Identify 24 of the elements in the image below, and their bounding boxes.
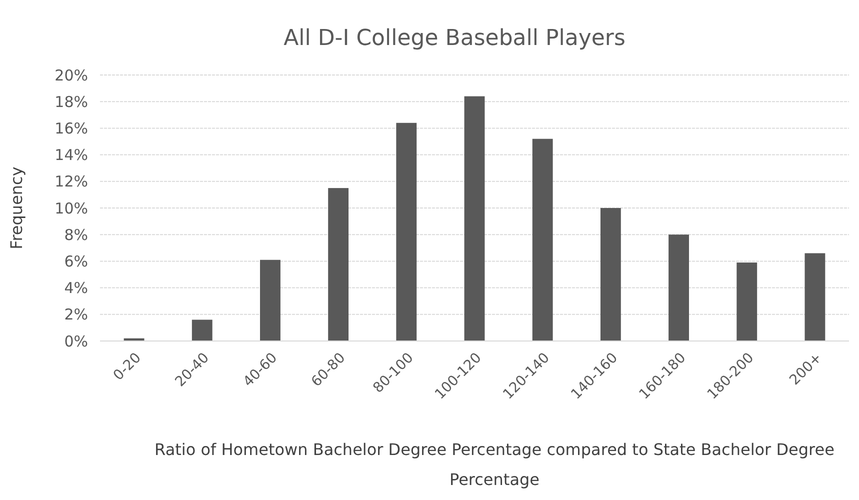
y-tick-label: 16%: [54, 119, 88, 138]
y-tick-label: 20%: [54, 66, 88, 84]
bar: [668, 234, 689, 341]
bar: [464, 96, 485, 341]
bar: [600, 208, 621, 341]
y-tick-label: 2%: [64, 306, 88, 324]
y-tick-label: 8%: [64, 226, 88, 244]
y-tick-label: 12%: [54, 172, 88, 191]
y-tick-label: 18%: [54, 92, 88, 111]
y-tick-label: 14%: [54, 146, 88, 164]
bar: [736, 262, 758, 341]
y-tick-label: 0%: [64, 332, 88, 350]
y-tick-label: 10%: [54, 199, 88, 218]
x-axis-title: Ratio of Hometown Bachelor Degree Percentage compared to State Bachelor Degree Percentage: [154, 440, 834, 489]
bar: [532, 138, 553, 341]
bar: [396, 122, 417, 341]
y-tick-label: 4%: [64, 279, 88, 298]
y-axis-title: Frequency: [7, 166, 26, 250]
chart-title: All D-I College Baseball Players: [284, 26, 626, 51]
bar: [260, 260, 280, 341]
bar: [328, 188, 349, 341]
bar: [804, 253, 826, 341]
y-tick-label: 6%: [64, 252, 88, 270]
bar: [192, 320, 212, 341]
